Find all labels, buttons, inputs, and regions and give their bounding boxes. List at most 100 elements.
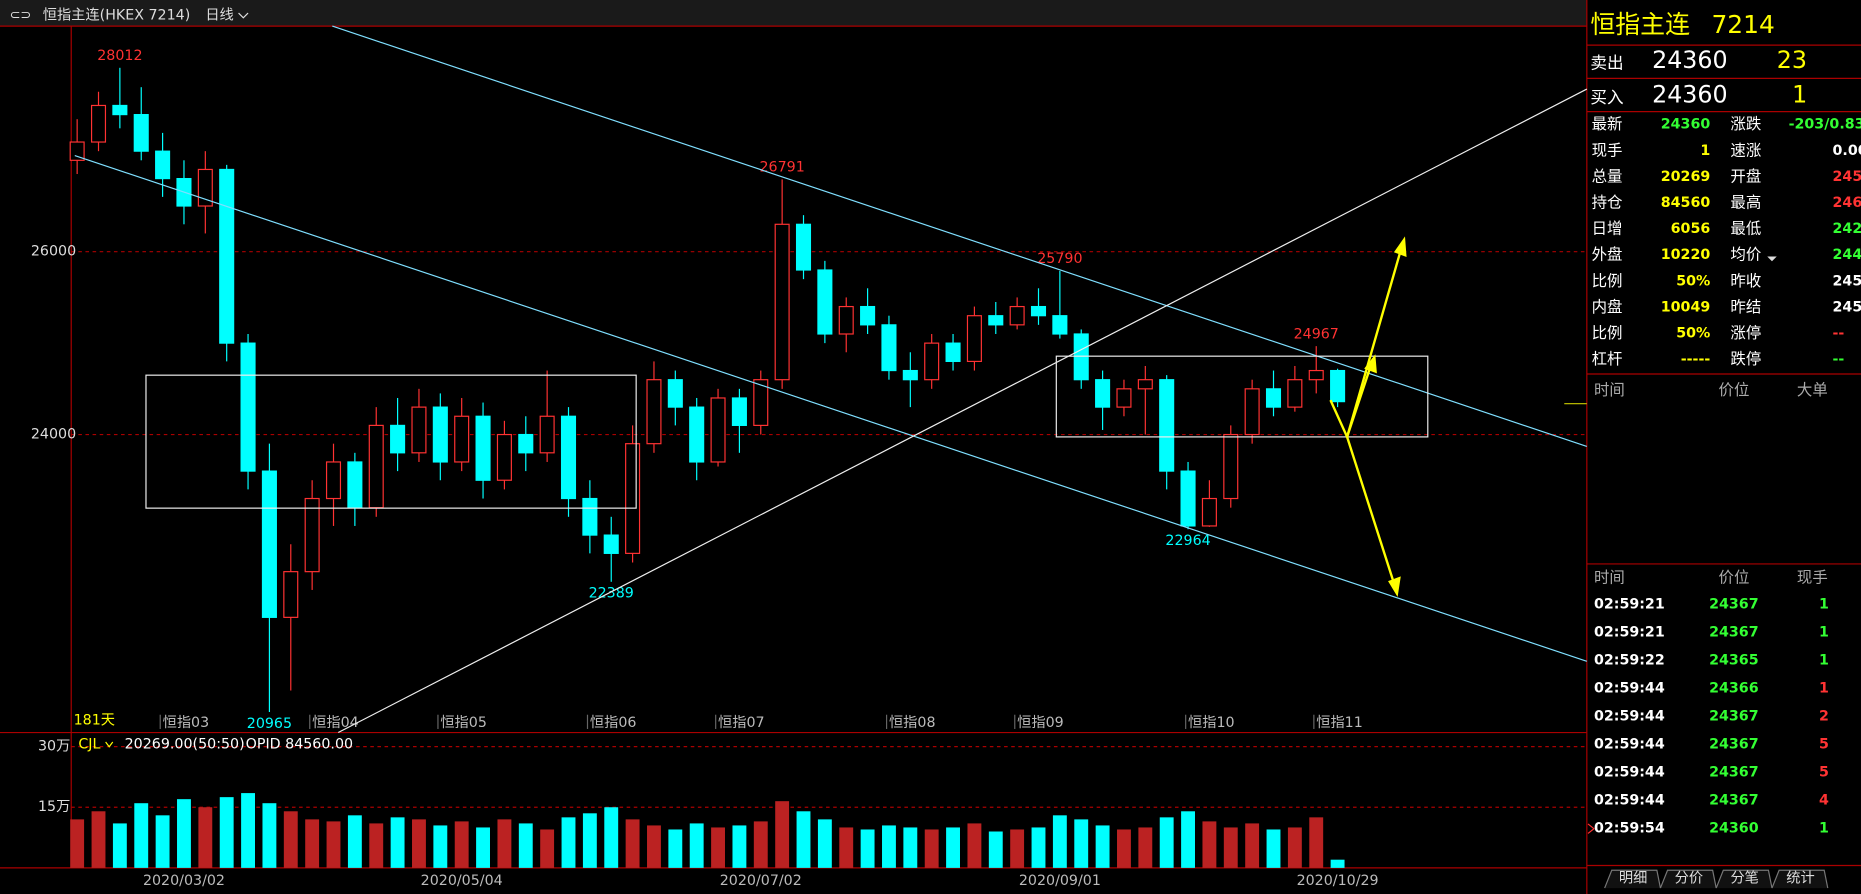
volume-bar: [1266, 829, 1281, 868]
volume-bar: [369, 823, 384, 868]
column-header: 大单: [1797, 381, 1828, 399]
month-label: 恒指07: [718, 714, 765, 731]
candle-body: [1137, 379, 1153, 390]
candle-body: [240, 342, 256, 472]
volume-bar: [433, 825, 448, 868]
volume-bar: [326, 821, 341, 868]
candle-body: [1073, 333, 1089, 381]
buy-label: 买入: [1590, 88, 1624, 107]
candle-body: [475, 415, 491, 481]
volume-bar: [497, 819, 512, 868]
candle-body: [1159, 379, 1175, 472]
volume-bar: [540, 829, 555, 868]
trade-qty: 2: [1819, 708, 1829, 724]
candle-body: [817, 269, 833, 335]
top-title: 恒指主连(HKEX 7214): [43, 6, 191, 23]
volume-bar: [1117, 829, 1131, 868]
stat-label: 最新: [1592, 115, 1623, 133]
candle-body: [1095, 379, 1111, 408]
volume-bar: [967, 823, 982, 868]
candle-body: [155, 150, 171, 180]
stat-value: 10049: [1661, 299, 1711, 315]
candle-body: [518, 433, 534, 454]
volume-bar: [305, 819, 320, 868]
low-label: 20965: [247, 716, 292, 732]
stat-label: 涨停: [1730, 324, 1761, 342]
volume-bar: [1223, 827, 1238, 868]
cursor-marker: [1587, 823, 1595, 834]
volume-bar: [219, 797, 234, 868]
stat-label: 涨跌: [1730, 115, 1761, 133]
volume-bar: [91, 811, 106, 868]
candle-body: [304, 497, 320, 573]
candle-body: [795, 223, 812, 271]
volume-bar: [711, 827, 725, 868]
tab[interactable]: 分价: [1675, 870, 1703, 887]
y-tick-label: 30万: [38, 739, 70, 755]
volume-bar: [604, 807, 619, 868]
stat-label: 跌停: [1730, 350, 1761, 368]
candle-body: [454, 415, 470, 463]
candle-body: [753, 379, 769, 426]
month-label: 恒指03: [163, 714, 210, 731]
trend-line: [332, 25, 1588, 447]
trade-price: 24367: [1709, 624, 1759, 640]
volume-bar: [1095, 825, 1110, 868]
stat-label: 最低: [1730, 220, 1761, 238]
trade-price: 24365: [1709, 652, 1759, 668]
volume-bar: [70, 819, 85, 868]
stat-label: 日增: [1592, 220, 1623, 238]
stat-value: 20269: [1661, 169, 1711, 185]
candle-body: [347, 461, 363, 509]
open-interest: OPID 84560.00: [246, 736, 353, 752]
candle-body: [924, 342, 940, 381]
quote-name: 恒指主连: [1590, 10, 1690, 39]
stat-value: 6056: [1671, 221, 1711, 237]
tab[interactable]: 分笔: [1730, 870, 1758, 887]
candle-body: [902, 369, 918, 381]
volume-bar: [924, 829, 939, 868]
stat-value: --: [1833, 352, 1845, 368]
volume-bar: [796, 811, 811, 868]
low-label: 22964: [1165, 533, 1210, 549]
trade-time: 02:59:44: [1594, 736, 1665, 752]
trade-qty: 1: [1819, 624, 1829, 640]
candle-body: [1009, 305, 1025, 326]
x-tick-label: 2020/10/29: [1297, 873, 1379, 889]
stat-value: 242: [1833, 221, 1861, 237]
candle-body: [689, 406, 705, 463]
period-button[interactable]: 日线: [205, 6, 233, 23]
candle-body: [731, 397, 747, 426]
candle-body: [667, 379, 683, 408]
candle-body: [710, 397, 726, 463]
candle-body: [582, 497, 598, 536]
volume-bar: [454, 821, 469, 868]
chevron: [238, 12, 249, 19]
volume-bar: [1181, 811, 1195, 868]
tab[interactable]: 明细: [1619, 870, 1647, 887]
volume-bar: [177, 799, 191, 868]
volume-bar: [903, 827, 918, 868]
buy-qty: 1: [1792, 81, 1807, 109]
volume-bar: [775, 801, 790, 868]
candle-body: [1223, 433, 1239, 500]
stat-label: 均价: [1730, 246, 1761, 264]
stat-value: 245: [1833, 273, 1861, 289]
candle-body: [988, 315, 1004, 326]
tab[interactable]: 统计: [1786, 870, 1814, 887]
volume-bar: [1309, 817, 1324, 868]
volume-bar: [753, 821, 768, 868]
stat-label: 杠杆: [1592, 350, 1623, 368]
volume-bar: [112, 823, 127, 868]
volume-bar: [882, 825, 896, 868]
drawings: [74, 25, 1588, 734]
stat-value: 245: [1833, 169, 1861, 185]
y-tick-label: 15万: [38, 799, 70, 815]
volume-indicator[interactable]: CJL: [78, 736, 100, 752]
candle-body: [774, 223, 790, 381]
candle-body: [1287, 379, 1303, 408]
low-label: 22389: [589, 586, 634, 602]
stat-label: 外盘: [1592, 245, 1623, 264]
stat-label: 速涨: [1730, 141, 1761, 159]
